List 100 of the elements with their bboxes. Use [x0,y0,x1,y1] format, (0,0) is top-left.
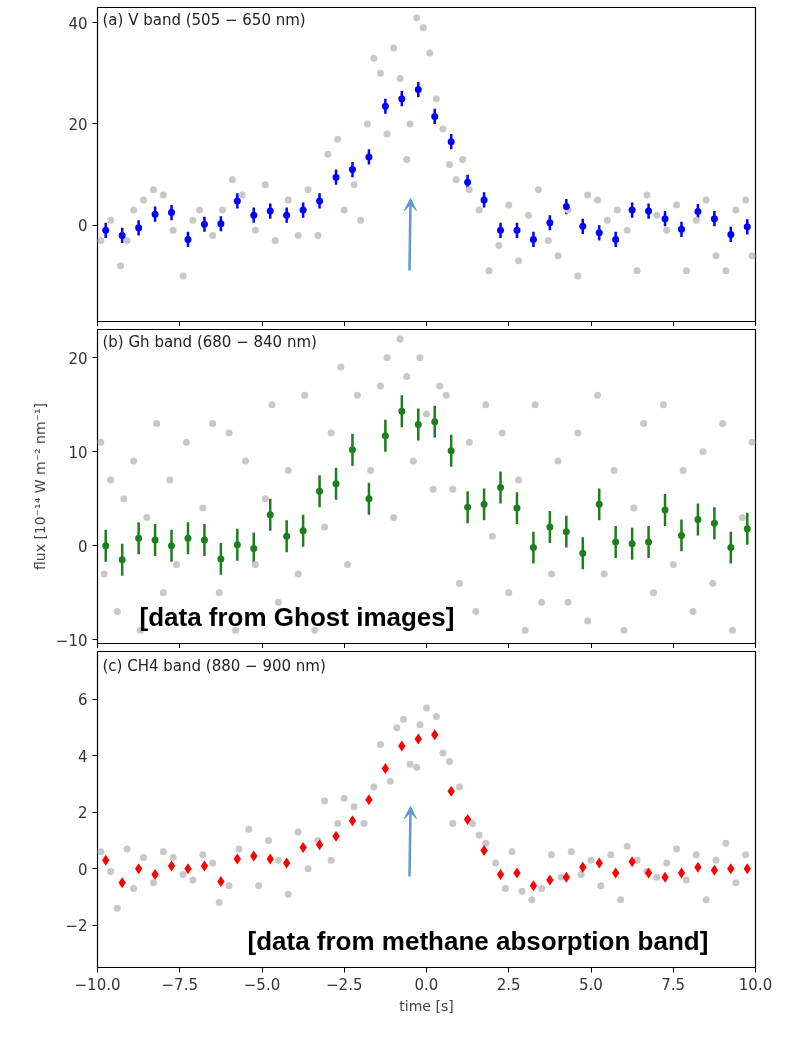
point [447,138,455,146]
point [595,500,603,508]
point [200,536,208,544]
y-tick-label: −2 [65,917,88,936]
point [398,95,406,103]
point [464,503,472,511]
point [217,555,225,563]
point [694,515,702,523]
x-tick-label: −2.5 [326,975,363,994]
point [266,511,274,519]
y-tick-label: 40 [68,14,88,33]
point [381,102,389,110]
point [348,446,356,454]
y-tick-label: 4 [77,747,88,766]
point [332,173,340,181]
point [743,525,751,533]
point [250,211,258,219]
point [463,813,472,825]
point [102,226,110,234]
point [727,544,735,552]
point [348,815,357,827]
x-tick-label: 0.0 [414,975,439,994]
point [348,166,356,174]
x-tick-label: 5.0 [579,975,603,994]
point [612,235,620,243]
y-tick-label: 6 [77,691,88,710]
point [431,418,439,426]
x-axis-title: time [s] [399,997,454,1014]
point [283,532,291,540]
point [710,864,719,876]
x-tick-label: −7.5 [161,975,198,994]
point [365,153,373,161]
y-tick-label: 0 [77,217,88,236]
y-axis-title: flux [10⁻¹⁴ W m⁻² nm⁻¹] [31,402,48,571]
chart-title: (b) Gh band (680 − 840 nm) [102,332,317,351]
point [217,220,225,228]
point [316,197,324,205]
point [579,549,587,557]
point [299,206,307,214]
point [710,215,718,223]
point [398,407,406,415]
point [480,196,488,204]
point [184,235,192,243]
point [677,867,686,879]
y-tick-label: 2 [77,804,88,823]
point [135,534,143,542]
point [414,86,422,94]
point [496,868,505,880]
point [447,447,455,455]
point [381,432,389,440]
point [200,220,208,228]
point [168,542,176,550]
point [135,224,143,232]
point [727,230,735,238]
point [464,178,472,186]
point [628,206,636,214]
point [546,219,554,227]
point [645,207,653,215]
point [661,215,669,223]
point [250,545,258,553]
point [694,208,702,216]
point [480,500,488,508]
point [118,556,126,564]
point [266,207,274,215]
x-tick-label: 2.5 [496,975,521,994]
point [743,223,751,231]
y-tick-label: 20 [68,115,88,134]
point [612,538,620,546]
point [233,197,241,205]
point [529,880,538,892]
point [184,534,192,542]
point [168,209,176,217]
point [710,519,718,527]
point [529,235,537,243]
point [562,528,570,536]
point [134,863,143,875]
point [200,860,209,872]
point [529,544,537,552]
point [628,540,636,548]
chart-title: (a) V band (505 − 650 nm) [102,10,306,29]
x-tick-label: −10.0 [74,975,121,994]
annotation: [data from methane absorption band] [247,925,709,956]
y-tick-label: −10 [55,631,88,650]
point [332,480,340,488]
point [102,542,110,550]
point [513,504,521,512]
point [167,860,176,872]
point [645,538,653,546]
x-tick-label: −5.0 [243,975,281,994]
chart-title: (c) CH4 band (880 − 900 nm) [102,656,326,675]
x-tick-label: 7.5 [661,975,686,994]
annotation: [data from Ghost images] [139,601,455,632]
point [579,222,587,230]
point [414,420,422,428]
point [497,226,505,234]
point [233,541,241,549]
y-tick-label: 0 [77,537,88,556]
point [513,226,521,234]
point [546,523,554,531]
point [151,210,159,218]
